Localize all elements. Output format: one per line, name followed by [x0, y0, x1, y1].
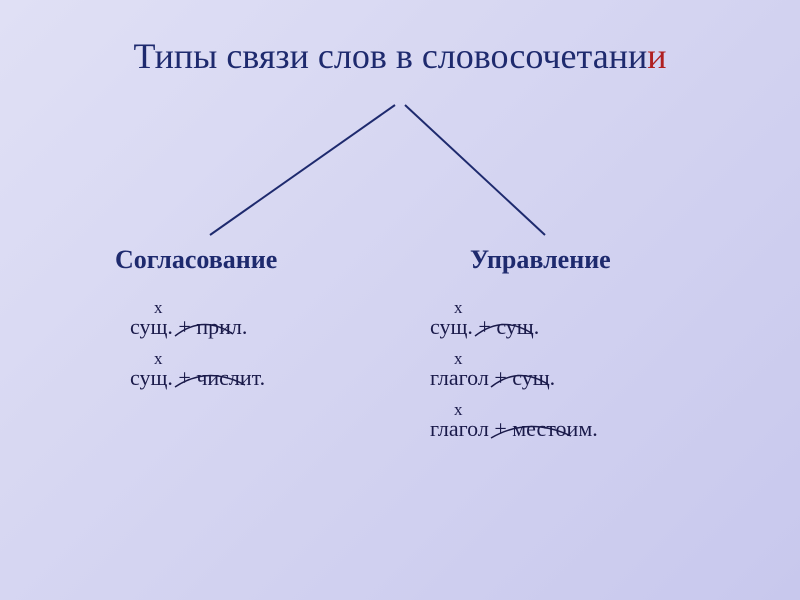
formula-item: х глагол + сущ. — [430, 349, 680, 392]
branch-right-label: Управление — [470, 245, 611, 275]
branch-left-label: Согласование — [115, 245, 277, 275]
formula-item: х глагол + местоим. — [430, 400, 680, 443]
title-accent: и — [647, 36, 666, 76]
formulas-left-group: х сущ. + прил. сущ. + прил. х сущ. + чис… — [130, 298, 330, 400]
formula-text: глагол + местоим. — [430, 416, 680, 442]
formula-item: х сущ. + прил. сущ. + прил. — [130, 298, 330, 341]
formulas-right-group: х сущ. + сущ. х глагол + сущ. х глагол +… — [430, 298, 680, 450]
formula-item: х сущ. + сущ. — [430, 298, 680, 341]
diagram-title: Типы связи слов в словосочетании — [0, 0, 800, 77]
title-main: Типы связи слов в словосочетани — [134, 36, 648, 76]
formula-text: глагол + сущ. — [430, 365, 680, 391]
formula-text: сущ. + числит. — [130, 365, 330, 391]
formula-item: х сущ. + числит. — [130, 349, 330, 392]
branch-lines — [0, 0, 800, 600]
formula-text: сущ. + прил. сущ. + прил. — [130, 314, 330, 340]
formula-text: сущ. + сущ. — [430, 314, 680, 340]
